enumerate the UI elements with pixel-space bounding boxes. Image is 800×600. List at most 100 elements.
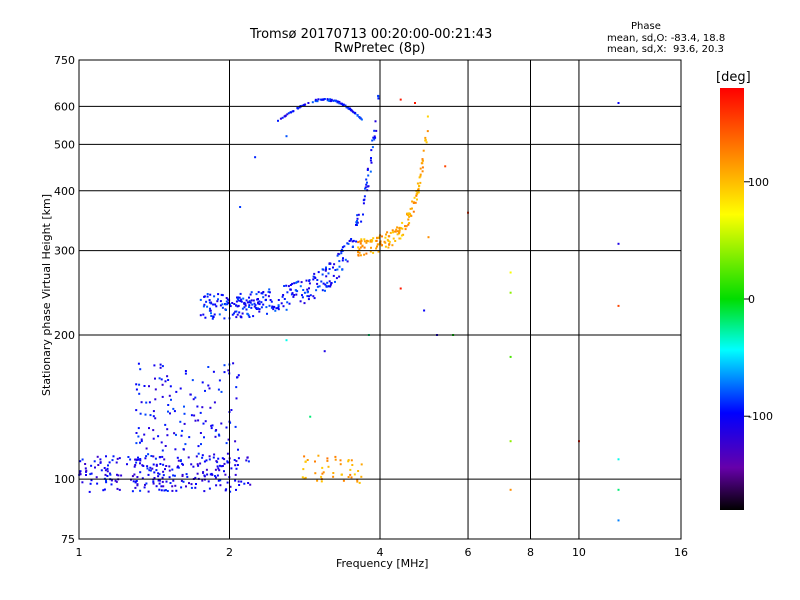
data-point — [166, 375, 169, 378]
data-point — [337, 252, 340, 255]
data-point — [444, 165, 447, 168]
data-point — [328, 280, 331, 283]
data-point — [396, 233, 399, 236]
data-point — [277, 305, 280, 308]
data-point — [421, 158, 424, 161]
data-point — [252, 315, 255, 318]
data-point — [396, 226, 399, 229]
data-point — [131, 490, 134, 493]
data-point — [199, 462, 202, 465]
data-point — [236, 464, 239, 466]
data-point — [201, 406, 204, 409]
data-point — [250, 299, 253, 302]
data-point — [144, 413, 147, 416]
data-point — [213, 401, 216, 404]
data-point — [201, 454, 204, 457]
data-point — [209, 406, 212, 409]
data-point — [309, 415, 312, 418]
data-point — [218, 469, 221, 472]
data-point — [181, 475, 184, 477]
data-point — [376, 236, 378, 239]
data-point — [147, 453, 150, 456]
data-point — [322, 282, 325, 285]
data-point — [376, 245, 378, 248]
data-point — [356, 478, 359, 481]
data-point — [141, 464, 144, 467]
data-point — [134, 464, 137, 466]
data-point — [314, 460, 316, 463]
data-point — [325, 275, 328, 278]
data-point — [223, 458, 226, 461]
data-point — [305, 279, 308, 282]
data-point — [324, 283, 327, 286]
data-point — [195, 483, 197, 485]
data-point — [209, 473, 212, 476]
data-point — [321, 472, 324, 475]
data-point — [212, 316, 215, 318]
data-point — [312, 275, 315, 278]
data-point — [227, 369, 230, 372]
data-point — [139, 368, 142, 371]
data-point — [350, 109, 353, 112]
data-point — [90, 472, 93, 475]
data-point — [234, 440, 237, 443]
data-point — [200, 443, 202, 446]
data-point — [408, 215, 411, 218]
x-ticks: 1 2 4 6 8 10 16 — [76, 546, 689, 559]
data-point — [381, 235, 383, 238]
data-point — [366, 167, 369, 170]
data-point — [153, 477, 156, 479]
data-point — [155, 464, 158, 467]
data-point — [359, 254, 362, 257]
data-point — [316, 282, 319, 285]
data-point — [176, 456, 179, 459]
data-point — [181, 429, 184, 432]
data-point — [509, 488, 512, 491]
data-point — [307, 298, 310, 301]
data-point — [400, 234, 403, 237]
data-point — [385, 233, 387, 236]
data-point — [247, 301, 249, 304]
data-point — [406, 212, 409, 215]
data-point — [253, 305, 256, 308]
data-point — [150, 455, 153, 457]
data-point — [141, 477, 144, 480]
data-point — [357, 241, 360, 244]
data-point — [356, 480, 359, 483]
colorbar-tick-label: 0 — [748, 293, 755, 306]
data-point — [362, 213, 364, 216]
data-point — [148, 469, 151, 472]
data-point — [240, 316, 243, 318]
data-point — [218, 313, 221, 316]
data-point — [227, 301, 230, 304]
data-point — [155, 469, 158, 472]
x-axis-label: Frequency [MHz] — [336, 557, 429, 570]
data-point — [154, 377, 156, 380]
data-point — [226, 460, 229, 463]
data-point — [137, 456, 139, 459]
data-point — [184, 370, 187, 372]
data-point — [217, 298, 219, 301]
data-point — [161, 476, 164, 479]
data-point — [223, 371, 226, 374]
data-point — [224, 473, 227, 476]
data-point — [149, 469, 152, 472]
data-point — [197, 452, 200, 455]
data-point — [126, 463, 128, 466]
data-point — [114, 479, 117, 482]
data-point — [357, 213, 360, 216]
data-point — [139, 471, 142, 474]
data-point — [197, 419, 200, 422]
data-point — [140, 440, 143, 443]
data-point — [229, 485, 232, 488]
data-point — [408, 222, 411, 224]
data-point — [407, 218, 410, 221]
data-point — [111, 459, 114, 462]
data-point — [152, 429, 155, 432]
data-point — [367, 174, 370, 177]
data-point — [234, 473, 237, 476]
data-point — [412, 210, 415, 213]
data-point — [152, 410, 155, 413]
data-point — [192, 398, 195, 401]
data-point — [202, 471, 204, 474]
